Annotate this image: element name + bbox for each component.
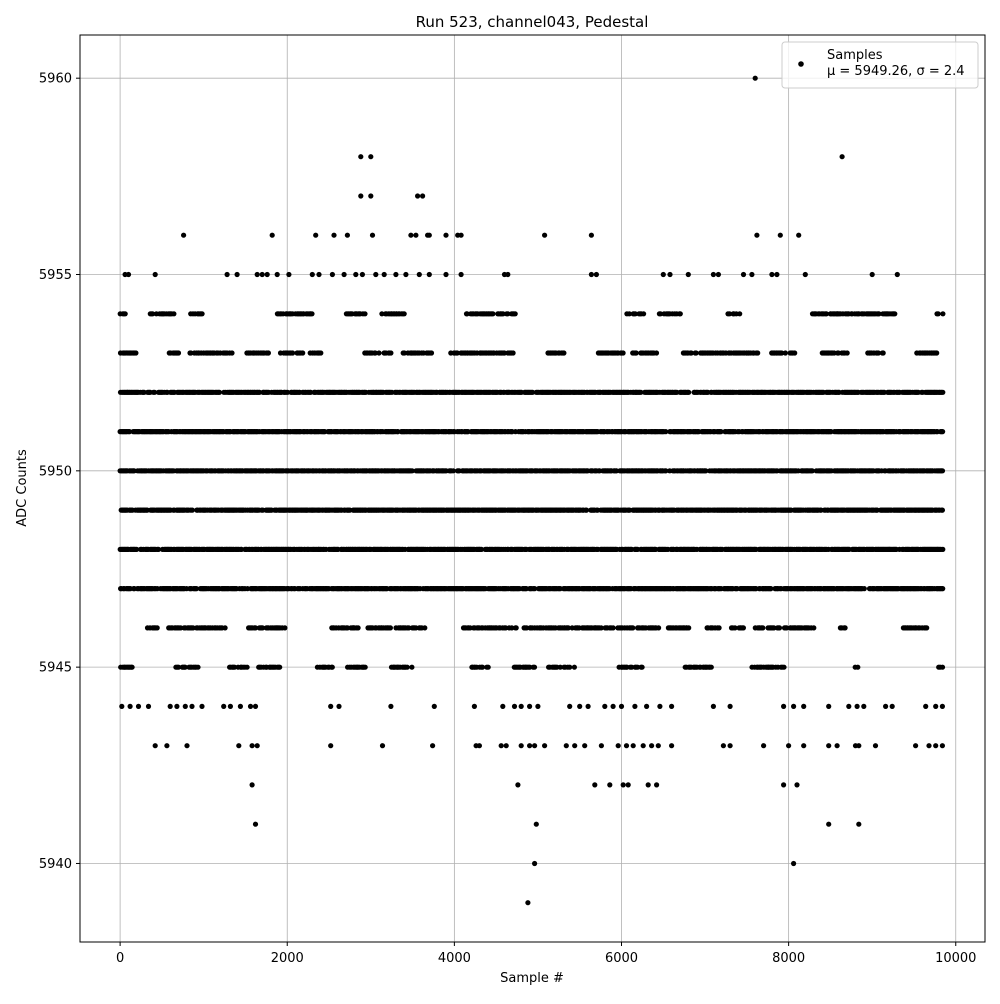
data-point [223, 625, 228, 630]
data-point [855, 665, 860, 670]
data-point [760, 625, 765, 630]
data-point [176, 350, 181, 355]
data-point [843, 625, 848, 630]
data-point [356, 625, 361, 630]
data-point [686, 390, 691, 395]
data-point [634, 350, 639, 355]
data-point [783, 350, 788, 355]
data-point [940, 508, 945, 513]
data-point [130, 665, 135, 670]
data-point [200, 311, 205, 316]
data-point [934, 350, 939, 355]
data-point [940, 586, 945, 591]
data-point [190, 508, 195, 513]
data-point [422, 625, 427, 630]
data-point [881, 350, 886, 355]
data-point [409, 665, 414, 670]
data-point [195, 665, 200, 670]
data-point [318, 350, 323, 355]
data-point [940, 665, 945, 670]
data-point [654, 350, 659, 355]
data-point [940, 468, 945, 473]
data-point [155, 625, 160, 630]
data-point [277, 665, 282, 670]
data-point [376, 350, 381, 355]
data-point [510, 350, 515, 355]
data-point [940, 390, 945, 395]
data-point [388, 350, 393, 355]
data-point [741, 625, 746, 630]
data-point [862, 586, 867, 591]
data-point [940, 547, 945, 552]
chart-title: Run 523, channel043, Pedestal [416, 13, 649, 31]
data-point [781, 665, 786, 670]
data-point [532, 665, 537, 670]
data-point [561, 350, 566, 355]
data-point [924, 625, 929, 630]
data-point [123, 311, 128, 316]
data-point [171, 311, 176, 316]
data-point [290, 350, 295, 355]
data-point [686, 625, 691, 630]
data-point [133, 350, 138, 355]
data-point [363, 665, 368, 670]
data-point [567, 665, 572, 670]
data-point [266, 350, 271, 355]
data-point [777, 625, 782, 630]
data-point [486, 665, 491, 670]
data-point [640, 665, 645, 670]
data-point [388, 625, 393, 630]
data-point [402, 311, 407, 316]
data-point [630, 625, 635, 630]
data-point [694, 350, 699, 355]
data-point [362, 311, 367, 316]
data-point [309, 311, 314, 316]
data-point [611, 625, 616, 630]
data-point [429, 350, 434, 355]
data-point [845, 350, 850, 355]
data-point [405, 665, 410, 670]
data-point [656, 625, 661, 630]
data-point [811, 625, 816, 630]
data-point [229, 350, 234, 355]
data-point [792, 350, 797, 355]
data-point [621, 350, 626, 355]
data-point [755, 350, 760, 355]
data-point [300, 350, 305, 355]
data-point [572, 665, 577, 670]
data-point [940, 429, 945, 434]
data-point [282, 625, 287, 630]
data-point [514, 625, 519, 630]
data-point [330, 665, 335, 670]
data-point [717, 625, 722, 630]
data-point [245, 665, 250, 670]
data-point [709, 665, 714, 670]
